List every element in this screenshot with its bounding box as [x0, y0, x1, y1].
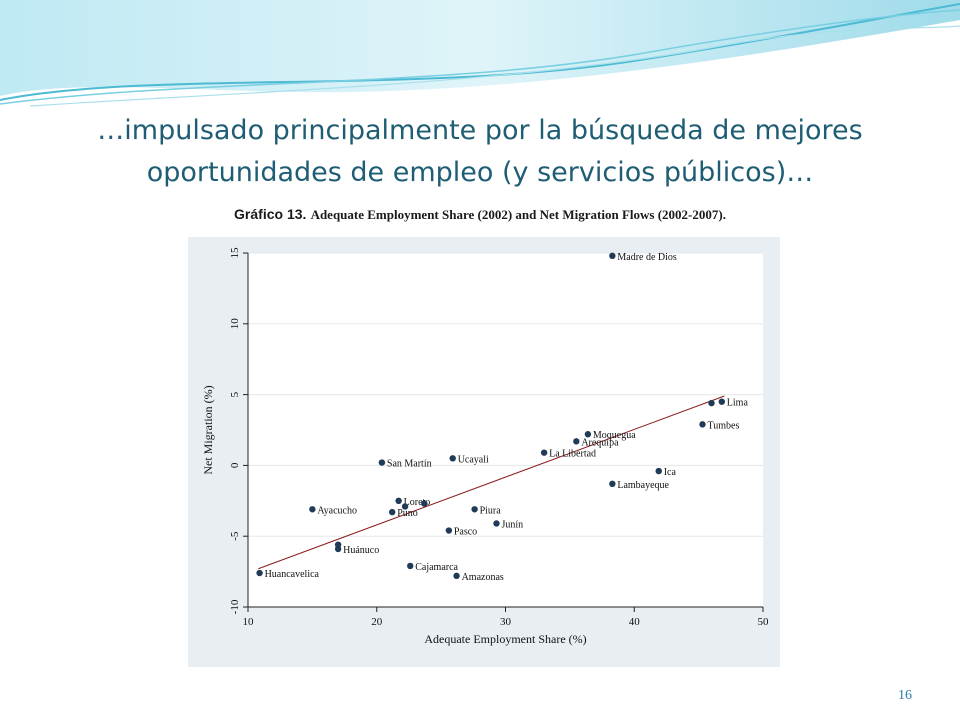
- point-label: Madre de Dios: [617, 252, 677, 263]
- data-point: [378, 459, 386, 466]
- data-point: [421, 500, 428, 507]
- data-point: [708, 399, 715, 407]
- data-point: [699, 421, 706, 428]
- point-label: Ica: [664, 467, 677, 478]
- y-tick-label: 10: [229, 318, 241, 330]
- point-label: Ayacucho: [317, 505, 357, 516]
- x-tick-label: 20: [371, 616, 383, 628]
- data-point: [540, 449, 548, 456]
- y-tick-label: 0: [229, 462, 241, 468]
- point-label: Cajamarca: [415, 562, 458, 573]
- point-label: Loreto: [404, 497, 431, 508]
- point-label: Moquegua: [593, 430, 636, 441]
- scatter-chart: 10 20 30 40 50 -10 -5 0 5 10 15 Adequate Employment…: [201, 247, 770, 646]
- point-label: Amazonas: [462, 572, 504, 583]
- y-tick-label: 5: [229, 391, 241, 397]
- data-point: [584, 431, 592, 438]
- x-tick-label: 30: [500, 616, 512, 628]
- caption-label: Gráfico 13.: [234, 206, 307, 222]
- point-label: Huancavelica: [265, 569, 320, 580]
- point-label: Arequipa: [581, 437, 619, 448]
- point-label: Junín: [501, 519, 523, 530]
- x-tick-label: 50: [758, 616, 770, 628]
- fit-line: [258, 395, 725, 570]
- y-tick-label: 15: [229, 247, 241, 259]
- x-tick-label: 40: [629, 616, 641, 628]
- page-number: 16: [898, 688, 912, 703]
- caption-text: Adequate Employment Share (2002) and Net…: [310, 207, 726, 222]
- data-point: [573, 438, 580, 445]
- point-label: Ucayali: [458, 454, 489, 465]
- data-point: [453, 572, 460, 580]
- data-point: [445, 527, 453, 534]
- point-label: Pasco: [454, 527, 477, 538]
- x-axis-title: Adequate Employment Share (%): [424, 632, 586, 646]
- header-waves: [0, 0, 960, 107]
- chart-caption: Gráfico 13. Adequate Employment Share (2…: [0, 206, 960, 223]
- data-point: [395, 497, 402, 504]
- plot-area: [248, 253, 763, 607]
- data-point: [471, 506, 478, 513]
- data-point: [655, 467, 662, 475]
- point-label: Huánuco: [343, 545, 379, 556]
- data-point: [389, 508, 396, 516]
- point-label: San Martín: [387, 459, 432, 470]
- point-label: Tumbes: [707, 420, 739, 431]
- data-point: [493, 520, 500, 527]
- point-label: Lima: [727, 398, 749, 409]
- slide-title: …impulsado principalmente por la búsqued…: [97, 115, 863, 188]
- data-point: [407, 562, 414, 570]
- data-point: [609, 480, 616, 488]
- data-point: [401, 503, 409, 510]
- y-tick-label: -5: [229, 531, 241, 541]
- y-axis-title: Net Migration (%): [201, 385, 215, 474]
- data-point: [609, 252, 616, 260]
- point-label: La Libertad: [549, 449, 596, 460]
- point-label: Piura: [480, 505, 502, 516]
- data-point: [718, 398, 725, 405]
- data-point: [334, 541, 342, 548]
- data-point: [256, 569, 263, 577]
- point-label: Puno: [397, 508, 418, 519]
- point-label: Lambayeque: [617, 480, 669, 491]
- chart-panel: 10 20 30 40 50 -10 -5 0 5 10 15 Adequate Employment…: [188, 237, 780, 667]
- x-tick-label: 10: [243, 616, 255, 628]
- data-point: [309, 506, 316, 513]
- y-tick-label: -10: [229, 599, 241, 614]
- data-point: [449, 455, 456, 462]
